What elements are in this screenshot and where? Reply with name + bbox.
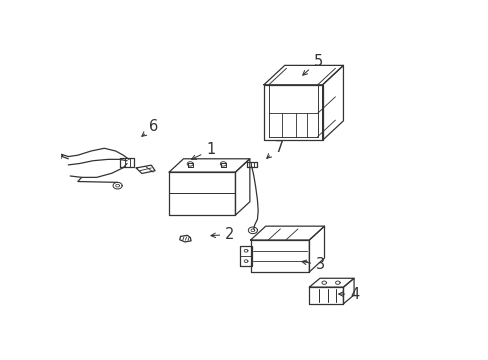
Text: 5: 5	[302, 54, 322, 75]
Text: 4: 4	[338, 287, 359, 302]
Text: 6: 6	[142, 119, 158, 136]
Text: 7: 7	[266, 140, 283, 158]
Text: 3: 3	[301, 257, 325, 273]
Text: 2: 2	[210, 227, 234, 242]
Text: 1: 1	[191, 143, 215, 159]
